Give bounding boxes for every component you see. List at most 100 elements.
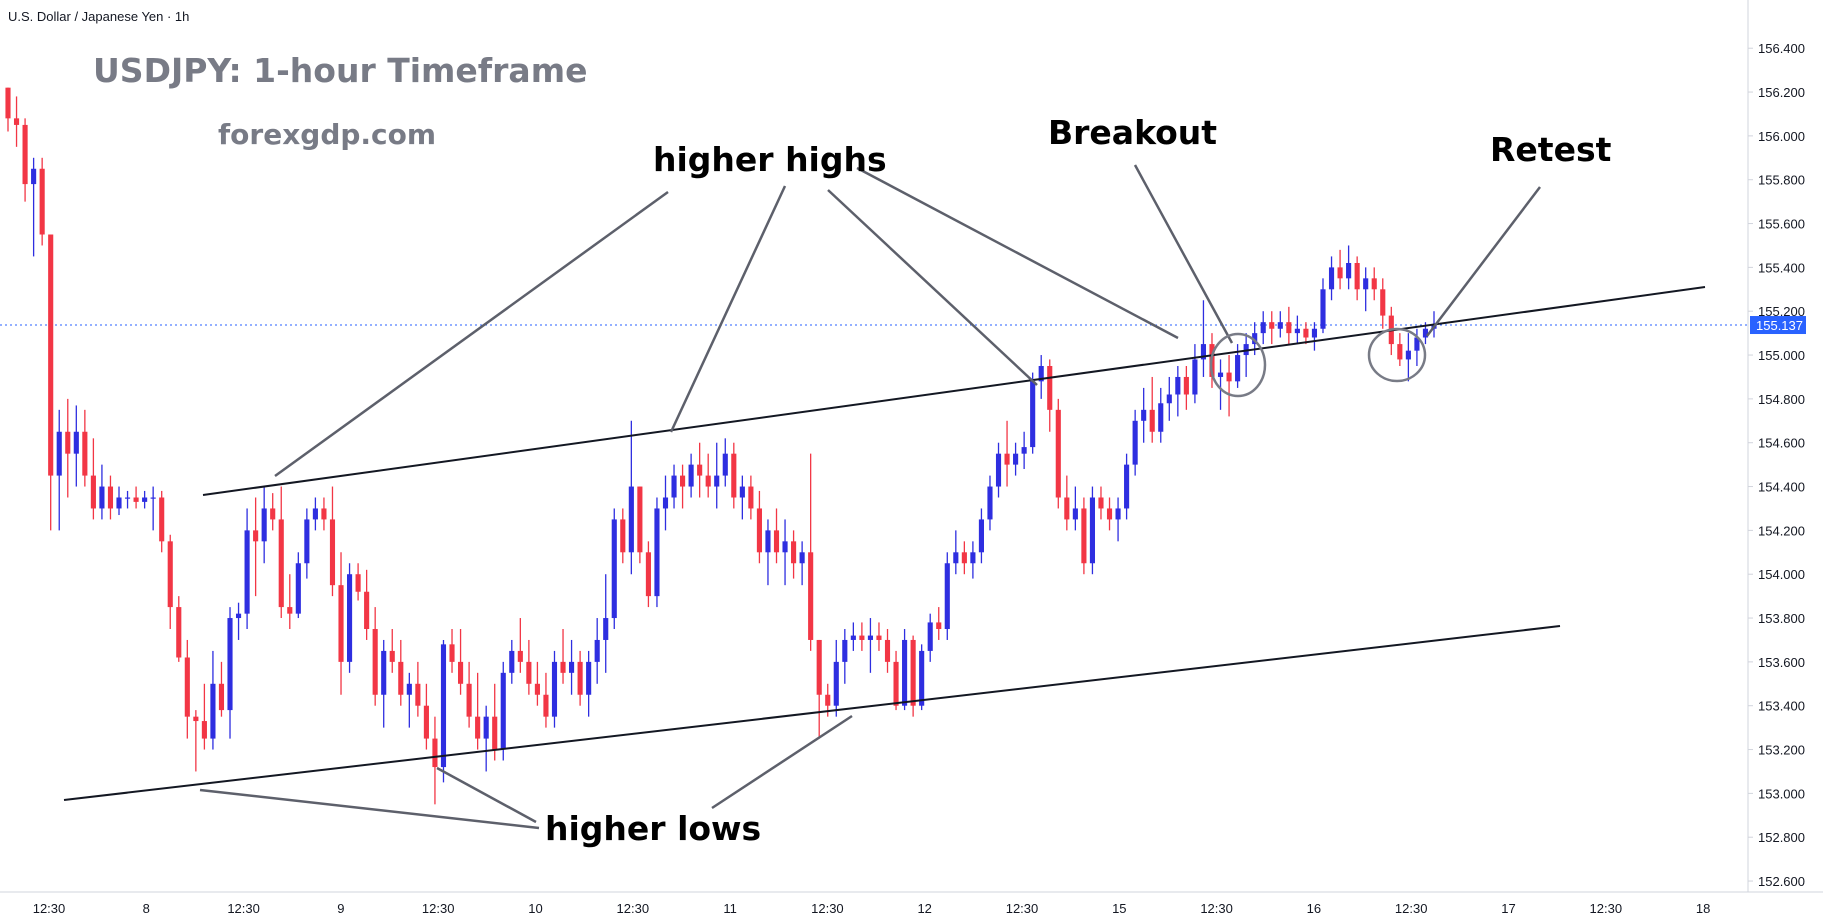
candle-body	[569, 661, 575, 673]
candle	[1286, 306, 1292, 345]
time-tick-label: 17	[1501, 901, 1515, 916]
candle	[278, 486, 284, 619]
candle-body	[244, 530, 250, 614]
candle-body	[1192, 359, 1198, 395]
lower-trendline[interactable]	[63, 625, 1561, 801]
candle	[569, 639, 575, 695]
candle	[560, 629, 566, 684]
candle-body	[1141, 409, 1147, 421]
candle	[543, 672, 549, 728]
candle-body	[1055, 409, 1061, 498]
candle	[927, 613, 933, 662]
candle-body	[99, 486, 105, 509]
candle-body	[329, 519, 336, 586]
candle-body	[227, 618, 233, 711]
price-tick-label: 155.000	[1758, 348, 1805, 363]
candle	[65, 398, 71, 498]
candle-body	[1124, 464, 1130, 509]
candle-body	[1175, 376, 1181, 395]
candle	[261, 486, 267, 564]
candle	[107, 475, 114, 520]
candle	[56, 409, 62, 531]
candle-body	[312, 508, 318, 520]
candle	[1106, 497, 1113, 531]
candle	[1055, 398, 1061, 509]
candle-body	[944, 563, 950, 630]
candle	[910, 635, 916, 717]
candle-body	[1166, 394, 1172, 404]
candle-body	[48, 234, 54, 476]
breakout-label: Breakout	[1048, 113, 1217, 152]
candle-body	[961, 552, 967, 564]
candle	[150, 486, 156, 531]
candle	[978, 508, 984, 564]
candles-layer	[5, 87, 1437, 805]
candle-body	[662, 497, 669, 509]
candle	[833, 639, 839, 717]
candle-body	[987, 486, 993, 520]
candle	[705, 453, 711, 498]
pointer-line-high-4	[856, 166, 1179, 340]
time-tick-label: 12:30	[1590, 901, 1623, 916]
candle-body	[1115, 508, 1121, 520]
candle-body	[671, 475, 677, 498]
candle	[1081, 497, 1087, 575]
candle-body	[270, 508, 276, 520]
time-axis[interactable]: 12:30 8 12:30 9 12:30 10 12:30 11 12:30 12 12:30 15…	[33, 901, 1711, 916]
candle-body	[1260, 322, 1266, 334]
candle-body	[893, 661, 899, 706]
price-tick-label: 156.200	[1758, 85, 1805, 100]
candle	[714, 442, 720, 509]
pointer-line-high-1	[274, 190, 669, 478]
price-tick-label: 154.400	[1758, 480, 1805, 495]
candle	[500, 661, 506, 761]
candle-body	[628, 486, 634, 553]
candle	[321, 497, 327, 531]
candle-body	[133, 497, 139, 502]
candle-body	[526, 661, 532, 684]
candle	[1004, 420, 1010, 487]
price-axis[interactable]: 156.400 156.200 156.000 155.800 155.600 155.4…	[1748, 41, 1805, 889]
candle	[893, 650, 899, 711]
candle	[295, 552, 301, 619]
candle	[1072, 486, 1078, 531]
candle-body	[586, 661, 592, 695]
candle-body	[816, 639, 822, 695]
candle	[1311, 322, 1318, 351]
candle-body	[355, 574, 361, 592]
candle	[1363, 267, 1369, 312]
candle	[1200, 300, 1207, 377]
candle	[765, 519, 771, 586]
candle	[415, 661, 421, 717]
pointer-line-low-1	[199, 788, 540, 830]
candle	[1217, 359, 1224, 410]
candle-body	[1072, 508, 1078, 520]
candle-body	[500, 672, 506, 750]
candle-body	[1277, 322, 1283, 329]
candle-body	[278, 519, 284, 608]
candle	[1149, 376, 1155, 443]
upper-trendline[interactable]	[202, 286, 1706, 496]
candle-body	[1380, 289, 1386, 316]
chart-title: USDJPY: 1-hour Timeframe	[93, 51, 587, 90]
candle-body	[1030, 381, 1036, 448]
candle-body	[722, 453, 728, 476]
candle-body	[1200, 344, 1207, 360]
candle	[193, 710, 199, 772]
candle	[987, 475, 993, 531]
candle-body	[142, 497, 148, 502]
candle	[381, 639, 387, 728]
candle-body	[1269, 322, 1275, 329]
candle	[859, 622, 865, 651]
candle	[1294, 315, 1300, 345]
candle-body	[1414, 337, 1420, 351]
candle-body	[825, 694, 831, 706]
candle	[1397, 333, 1403, 367]
time-tick-label: 12:30	[811, 901, 844, 916]
last-price-label: 155.137	[1756, 318, 1803, 333]
candle	[722, 438, 728, 487]
time-tick-label: 12:30	[1395, 901, 1428, 916]
pointer-line-low-2	[436, 766, 537, 824]
candle	[73, 405, 79, 487]
